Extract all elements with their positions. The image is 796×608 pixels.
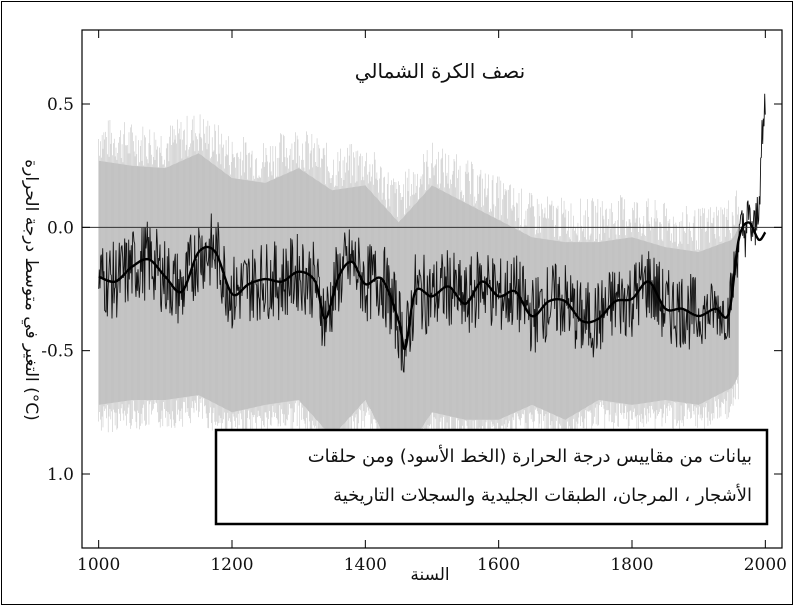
x-tick-label: 1400 bbox=[344, 555, 387, 575]
x-tick-label: 1200 bbox=[210, 555, 253, 575]
x-tick-label: 2000 bbox=[744, 555, 787, 575]
y-tick-label: 1.0 bbox=[47, 465, 74, 485]
uncertainty-band bbox=[98, 114, 739, 484]
x-axis-ticks: 1000 1200 1400 1600 1800 2000 bbox=[77, 30, 787, 575]
y-tick-label: -0.5 bbox=[41, 342, 74, 362]
annotation-box bbox=[214, 428, 769, 526]
annotation-line-2: الأشجار ، المرجان، الطبقات الجليدية والس… bbox=[333, 484, 752, 506]
x-tick-label: 1800 bbox=[610, 555, 653, 575]
plot-area-border bbox=[81, 29, 783, 549]
chart-title: نصف الكرة الشمالي bbox=[355, 59, 525, 84]
y-axis-ticks: 0.5 0.0 -0.5 1.0 bbox=[41, 95, 782, 485]
y-axis-label: التغير في متوسط درجة الحرارة (°C) bbox=[21, 159, 41, 421]
y-tick-label: 0.5 bbox=[47, 95, 74, 115]
annotation-line-1: بيانات من مقاييس درجة الحرارة (الخط الأس… bbox=[308, 445, 752, 467]
smoothed-temperature-line bbox=[98, 221, 767, 351]
x-axis-label: السنة bbox=[410, 565, 449, 585]
x-tick-label: 1000 bbox=[77, 555, 120, 575]
y-tick-label: 0.0 bbox=[47, 218, 74, 238]
x-tick-label: 1600 bbox=[477, 555, 520, 575]
